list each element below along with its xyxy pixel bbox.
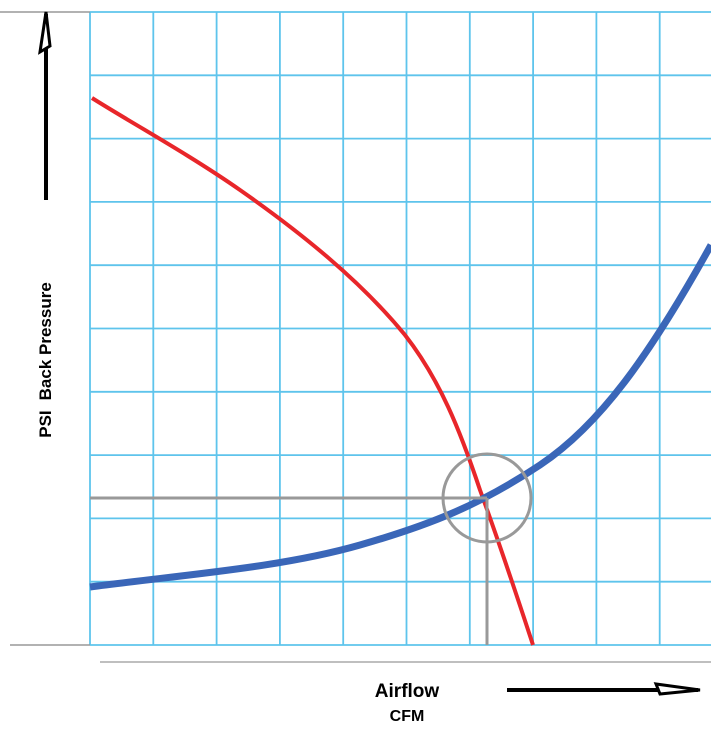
x-arrow-head [653, 682, 701, 696]
y-axis-title: PSI Back Pressure [36, 282, 55, 438]
x-axis-unit: CFM [390, 708, 425, 725]
operating-point [441, 452, 533, 544]
y-arrow-head [38, 11, 52, 55]
y-axis-unit: PSI [36, 410, 55, 437]
grid [89, 11, 711, 646]
fan-curve [90, 96, 535, 646]
system-curve [89, 243, 711, 591]
x-axis-label: Airflow [375, 681, 440, 702]
y-axis-label: Back Pressure [36, 282, 55, 400]
